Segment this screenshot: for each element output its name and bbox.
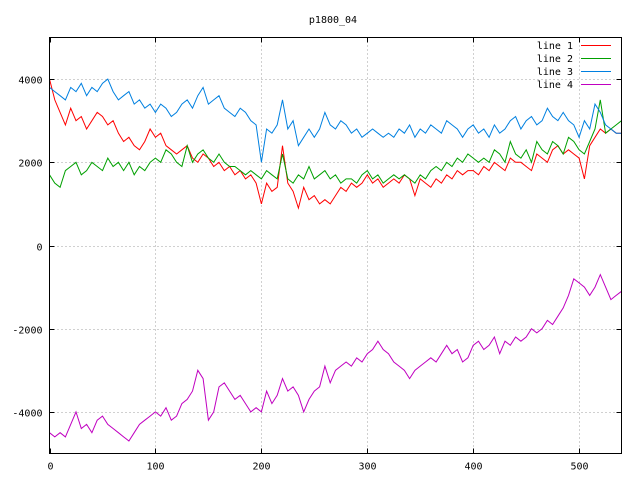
legend-label-1: line 1 — [537, 41, 573, 52]
plot-frame — [49, 37, 622, 454]
x-tick-label: 500 — [570, 462, 588, 473]
series-line-4 — [49, 273, 622, 442]
chart-title: p1800_04 — [309, 15, 357, 26]
y-tick-label: -4000 — [12, 409, 42, 420]
legend-label-2: line 2 — [537, 54, 573, 65]
x-tick-label: 0 — [47, 462, 53, 473]
legend-label-3: line 3 — [537, 67, 573, 78]
x-tick-label: 400 — [464, 462, 482, 473]
y-tick-label: 2000 — [18, 159, 42, 170]
grid-lines — [49, 37, 622, 454]
legend-label-4: line 4 — [537, 80, 573, 91]
y-tick-label: 0 — [36, 243, 42, 254]
y-tick-label: -2000 — [12, 326, 42, 337]
x-tick-label: 200 — [252, 462, 270, 473]
series-line-2 — [49, 99, 622, 189]
axis-ticks: 0 100 200 300 400 500 -4000 -2000 0 2000 4000 — [12, 37, 622, 473]
x-tick-label: 100 — [146, 462, 164, 473]
x-tick-label: 300 — [358, 462, 376, 473]
series-line-1 — [49, 78, 622, 210]
legend: line 1 line 2 line 3 line 4 — [537, 41, 611, 91]
y-tick-label: 4000 — [18, 76, 42, 87]
series-lines — [49, 78, 622, 442]
series-line-3 — [49, 78, 622, 163]
